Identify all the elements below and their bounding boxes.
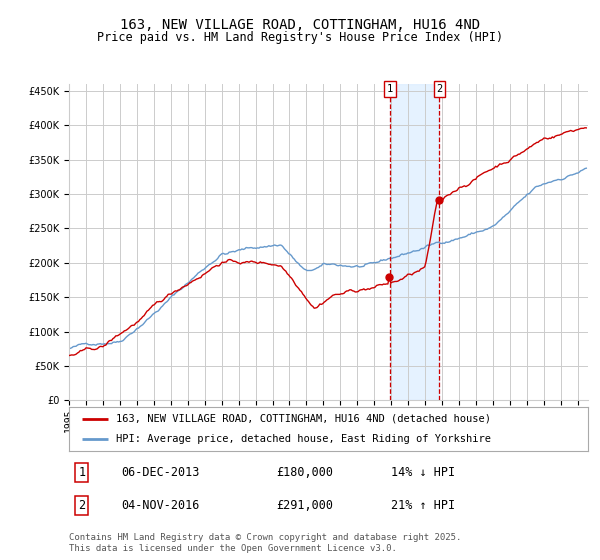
- Text: Contains HM Land Registry data © Crown copyright and database right 2025.
This d: Contains HM Land Registry data © Crown c…: [69, 533, 461, 553]
- Text: 21% ↑ HPI: 21% ↑ HPI: [391, 500, 455, 512]
- Text: 2: 2: [79, 500, 85, 512]
- Text: Price paid vs. HM Land Registry's House Price Index (HPI): Price paid vs. HM Land Registry's House …: [97, 31, 503, 44]
- Text: HPI: Average price, detached house, East Riding of Yorkshire: HPI: Average price, detached house, East…: [116, 434, 491, 444]
- Text: 2: 2: [436, 84, 443, 94]
- Bar: [390, 84, 439, 400]
- Text: 1: 1: [387, 84, 393, 94]
- Text: 04-NOV-2016: 04-NOV-2016: [121, 500, 199, 512]
- Text: £291,000: £291,000: [277, 500, 334, 512]
- Text: £180,000: £180,000: [277, 466, 334, 479]
- Text: 163, NEW VILLAGE ROAD, COTTINGHAM, HU16 4ND (detached house): 163, NEW VILLAGE ROAD, COTTINGHAM, HU16 …: [116, 414, 491, 424]
- Text: 14% ↓ HPI: 14% ↓ HPI: [391, 466, 455, 479]
- Text: 163, NEW VILLAGE ROAD, COTTINGHAM, HU16 4ND: 163, NEW VILLAGE ROAD, COTTINGHAM, HU16 …: [120, 18, 480, 32]
- Text: 1: 1: [79, 466, 85, 479]
- Text: 06-DEC-2013: 06-DEC-2013: [121, 466, 199, 479]
